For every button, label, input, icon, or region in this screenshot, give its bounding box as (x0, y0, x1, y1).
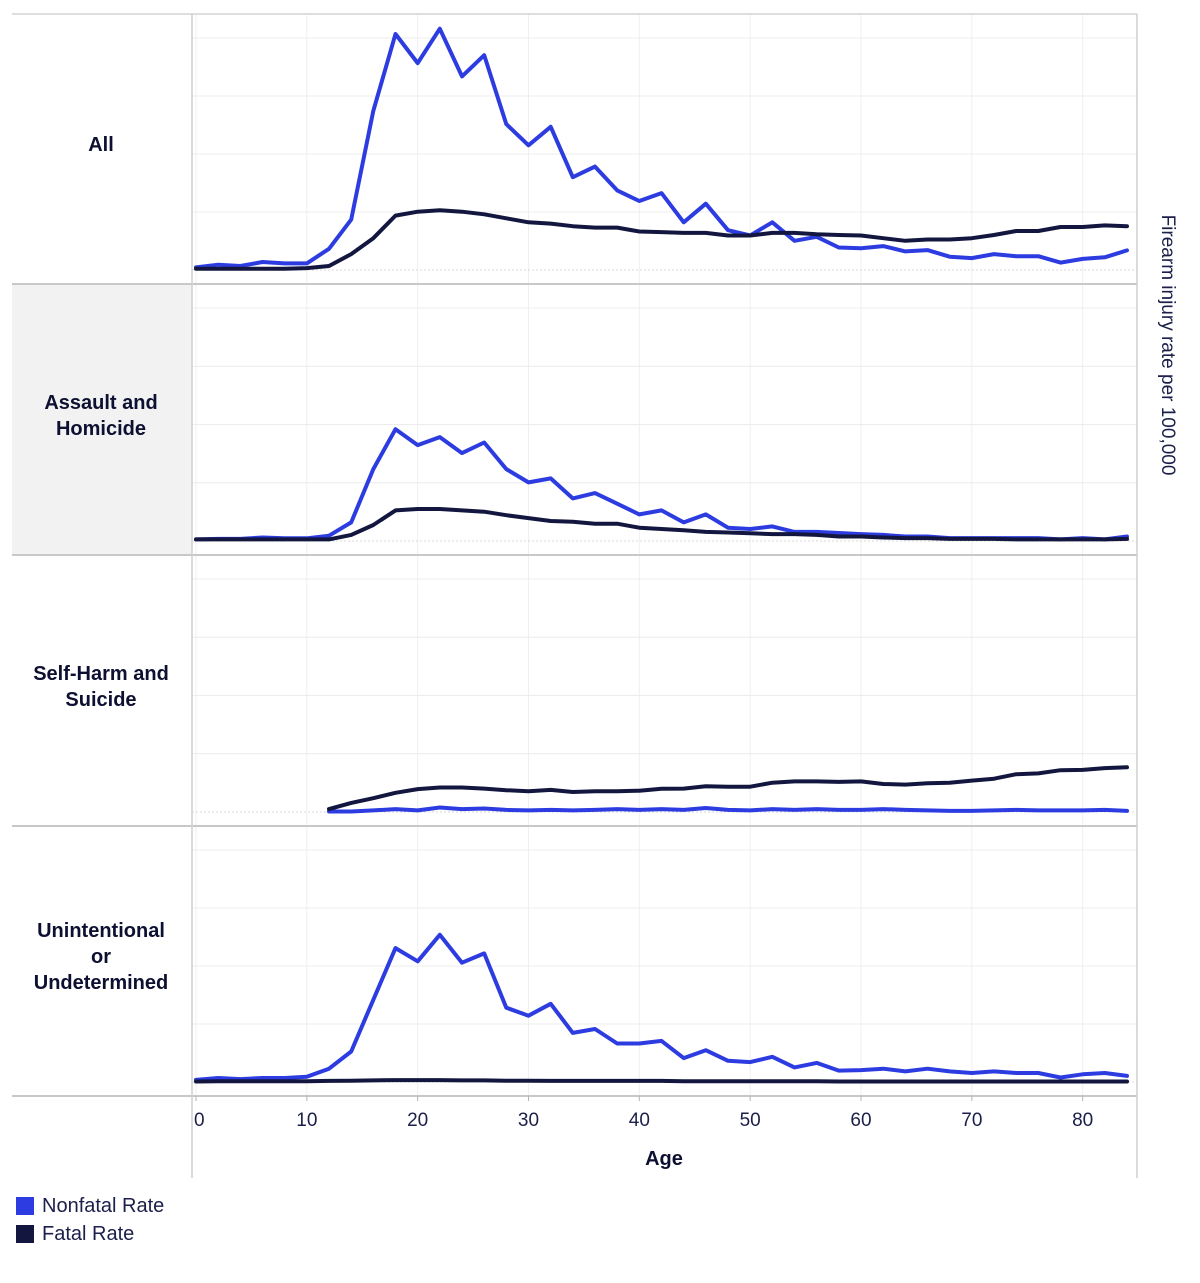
x-tick-label: 10 (296, 1110, 317, 1131)
nonfatal-rate-line (194, 932, 1129, 1082)
nonfatal-rate-line (194, 427, 1129, 542)
x-tick-label: 70 (961, 1110, 982, 1131)
row-label-line: Suicide (65, 688, 137, 711)
fatal-rate-line (194, 208, 1129, 271)
row-label-line: Undetermined (33, 972, 169, 994)
legend-label: Nonfatal Rate (42, 1194, 165, 1217)
row-label-line: or (91, 946, 111, 968)
legend-swatch-fatal (16, 1225, 34, 1243)
nonfatal-rate-line (327, 805, 1129, 814)
x-tick-label: 0 (194, 1110, 205, 1131)
legend-item-nonfatal[interactable]: Nonfatal Rate (16, 1192, 164, 1220)
row-label-line: Self-Harm and (33, 662, 169, 685)
row-label-all: All (12, 132, 190, 158)
row-label-line: Unintentional (37, 920, 165, 942)
x-tick-label: 20 (407, 1110, 428, 1131)
legend-label: Fatal Rate (42, 1222, 135, 1245)
row-label-line: All (88, 134, 114, 156)
legend-item-fatal[interactable]: Fatal Rate (16, 1220, 164, 1248)
row-label-assault-homicide: Assault and Homicide (12, 390, 190, 442)
y-axis-title-text: Firearm injury rate per 100,000 (1157, 214, 1178, 476)
x-tick-label: 60 (850, 1110, 871, 1131)
x-tick-label: 50 (740, 1110, 761, 1131)
row-label-line: Homicide (55, 417, 147, 440)
legend-swatch-nonfatal (16, 1197, 34, 1215)
fatal-rate-line (194, 507, 1129, 542)
fatal-rate-line (194, 1078, 1129, 1084)
legend: Nonfatal Rate Fatal Rate (16, 1192, 164, 1248)
row-label-line: Assault and (44, 391, 158, 414)
row-label-highlight (12, 284, 192, 555)
nonfatal-rate-line (194, 26, 1129, 270)
x-tick-label: 30 (518, 1110, 539, 1131)
row-label-self-harm-suicide: Self-Harm and Suicide (12, 661, 190, 713)
fatal-rate-line (327, 765, 1129, 812)
x-axis-title: Age (645, 1148, 683, 1170)
x-tick-label: 40 (629, 1110, 650, 1131)
x-tick-label: 80 (1072, 1110, 1093, 1131)
row-label-unintentional-undetermined: Unintentional or Undetermined (12, 918, 190, 996)
